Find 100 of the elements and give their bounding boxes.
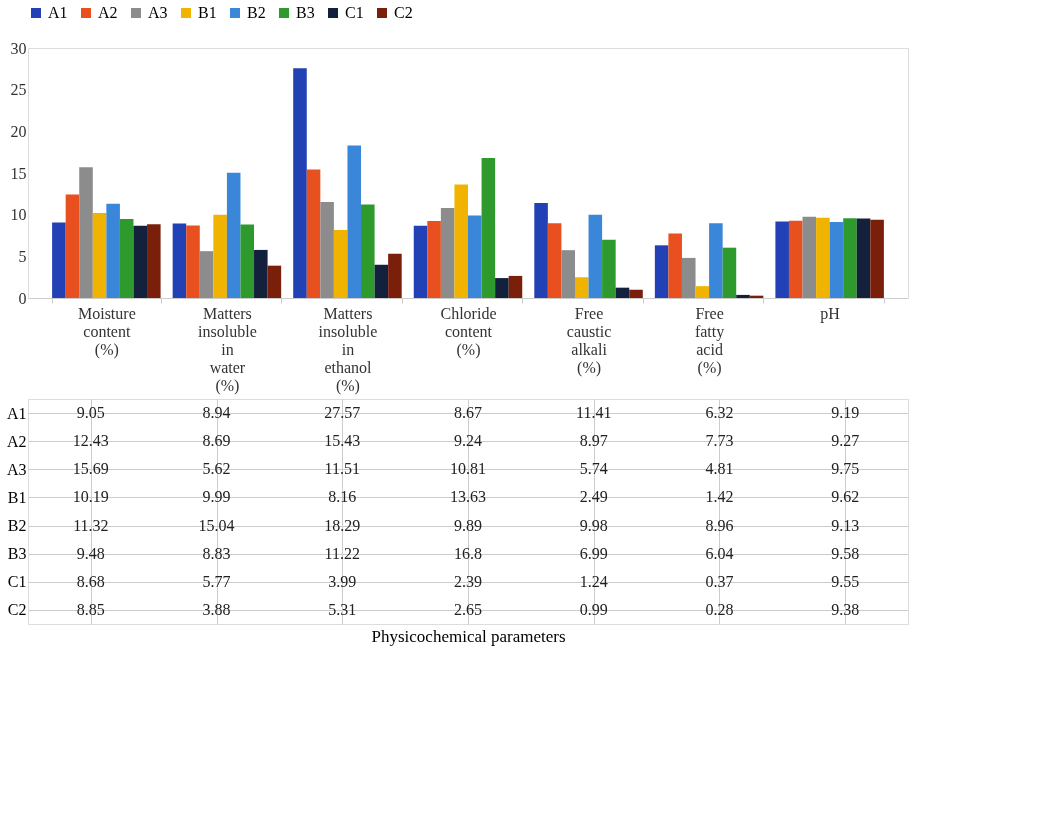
- bar: [481, 158, 496, 298]
- data-label: 2.49: [579, 488, 608, 506]
- data-label: 6.32: [705, 404, 734, 422]
- y-tick-label: 25: [10, 81, 27, 99]
- bar: [147, 224, 161, 298]
- data-label: 9.58: [831, 544, 860, 562]
- data-label: 9.75: [831, 460, 860, 478]
- bar: [829, 221, 844, 298]
- legend-label: C1: [345, 4, 364, 21]
- bar: [775, 221, 789, 298]
- bar: [320, 202, 334, 298]
- data-label: 8.85: [76, 600, 105, 618]
- data-label: 5.31: [328, 600, 357, 618]
- legend-label: B1: [198, 4, 217, 21]
- bar: [106, 203, 120, 298]
- data-label: 9.89: [454, 516, 482, 534]
- data-label: 2.39: [454, 572, 482, 590]
- data-label: 9.98: [579, 516, 608, 534]
- data-label: 3.88: [202, 600, 231, 618]
- text: A3: [6, 460, 27, 478]
- bar: [92, 213, 107, 298]
- data-label: 7.73: [705, 432, 734, 450]
- x-tick-label: Chloride content (%): [440, 304, 497, 359]
- data-label: 9.62: [831, 488, 860, 506]
- x-tick-label: pH: [820, 304, 841, 323]
- data-label: 9.24: [454, 432, 482, 450]
- x-tick-label: Matters insoluble in water (%): [198, 304, 257, 395]
- bar: [79, 167, 93, 298]
- legend-label: A3: [148, 4, 168, 21]
- text: B1: [7, 488, 27, 506]
- data-label: 0.28: [705, 600, 734, 618]
- data-label: 8.67: [454, 404, 482, 422]
- bar: [413, 225, 428, 298]
- data-label: 15.69: [72, 460, 109, 478]
- bar: [333, 230, 348, 298]
- text: B2: [7, 517, 27, 535]
- data-label: 16.8: [454, 544, 482, 562]
- y-tick-label: 30: [10, 39, 27, 57]
- bar: [65, 194, 80, 298]
- data-label: 11.32: [73, 516, 109, 534]
- data-label: 6.04: [705, 544, 734, 562]
- bar: [508, 275, 523, 298]
- bar: [722, 247, 737, 298]
- data-label: 0.99: [579, 600, 608, 618]
- bar: [668, 233, 682, 298]
- y-tick-label: 15: [10, 164, 27, 182]
- bar: [254, 249, 268, 298]
- data-label: 9.05: [76, 404, 105, 422]
- data-label: 8.96: [705, 516, 734, 534]
- y-tick-label: 10: [10, 206, 27, 224]
- legend-label: B3: [296, 4, 315, 21]
- text: B3: [7, 545, 27, 563]
- bar: [495, 278, 509, 298]
- bar: [561, 250, 575, 298]
- data-label: 9.19: [831, 404, 860, 422]
- bar: [588, 214, 603, 298]
- x-tick-label: Free caustic alkali (%): [566, 304, 612, 377]
- bar: [856, 218, 871, 298]
- bar: [870, 219, 884, 298]
- data-label: 11.22: [324, 544, 360, 562]
- bar: [186, 225, 200, 298]
- data-label: 9.48: [76, 544, 105, 562]
- bar: [52, 222, 66, 298]
- bar: [374, 264, 389, 298]
- bar: [267, 265, 282, 298]
- bar: [199, 251, 214, 298]
- bar: [629, 289, 643, 298]
- bar: [602, 239, 616, 298]
- text: A1: [6, 404, 27, 422]
- bar: [454, 184, 468, 298]
- data-label: 9.55: [831, 572, 860, 590]
- data-label: 9.38: [831, 600, 860, 618]
- data-label: 5.62: [202, 460, 231, 478]
- bar: [361, 204, 375, 298]
- y-tick-label: 20: [10, 122, 27, 140]
- text: Physicochemical parameters: [371, 626, 566, 646]
- x-tick-label: Moisture content (%): [77, 304, 136, 359]
- data-label: 8.69: [202, 432, 231, 450]
- bar: [226, 172, 241, 298]
- text: A2: [6, 432, 27, 450]
- data-label: 1.24: [579, 572, 608, 590]
- bar: [213, 214, 227, 298]
- legend-label: B2: [247, 4, 266, 21]
- bar: [681, 257, 696, 298]
- y-tick-label: 0: [18, 289, 27, 307]
- data-label: 8.16: [328, 488, 357, 506]
- bar: [534, 202, 548, 298]
- data-label: 10.19: [72, 488, 109, 506]
- data-label: 3.99: [328, 572, 357, 590]
- y-tick-label: 5: [18, 247, 27, 265]
- data-label: 8.94: [202, 404, 231, 422]
- data-label: 0.37: [705, 572, 734, 590]
- data-label: 8.83: [202, 544, 231, 562]
- bar: [347, 145, 362, 298]
- bar: [240, 224, 255, 298]
- bar: [440, 207, 455, 298]
- data-label: 5.74: [579, 460, 608, 478]
- data-label: 6.99: [579, 544, 608, 562]
- bar: [547, 223, 562, 298]
- legend-label: A2: [98, 4, 118, 21]
